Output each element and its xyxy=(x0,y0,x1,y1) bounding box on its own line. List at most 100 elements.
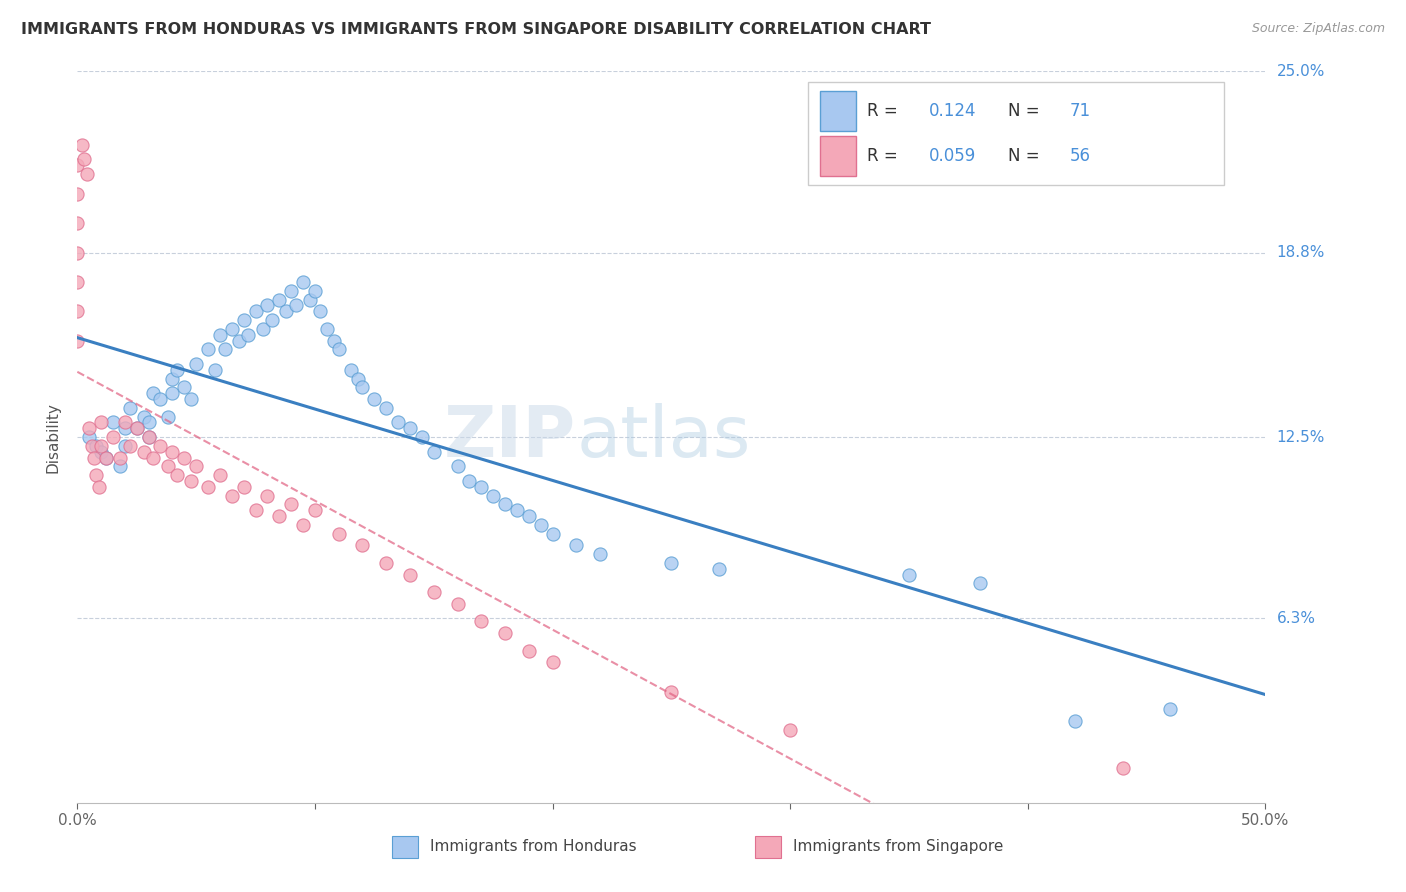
Point xyxy=(304,503,326,517)
Point xyxy=(661,556,683,570)
Point xyxy=(470,615,492,629)
Point xyxy=(299,293,322,307)
Point xyxy=(166,468,188,483)
Point xyxy=(494,497,516,511)
Point xyxy=(232,313,254,327)
Bar xyxy=(392,836,419,858)
Point xyxy=(308,304,330,318)
Text: Immigrants from Honduras: Immigrants from Honduras xyxy=(430,839,637,855)
Point xyxy=(517,509,540,524)
Point xyxy=(399,567,422,582)
Point xyxy=(707,562,730,576)
Point xyxy=(328,526,350,541)
Point xyxy=(114,421,136,435)
Point xyxy=(315,322,337,336)
Point xyxy=(541,656,564,670)
Text: N =: N = xyxy=(1008,102,1045,120)
Point xyxy=(138,416,160,430)
Point xyxy=(138,430,160,444)
Point xyxy=(156,409,179,424)
Point xyxy=(86,439,108,453)
Point xyxy=(245,503,267,517)
Point xyxy=(125,421,148,435)
Point xyxy=(90,416,112,430)
Point xyxy=(232,480,254,494)
Point xyxy=(506,503,529,517)
Point xyxy=(156,459,179,474)
Point xyxy=(245,304,267,318)
Point xyxy=(446,459,468,474)
Point xyxy=(256,489,278,503)
Point xyxy=(166,363,188,377)
Point xyxy=(208,327,231,342)
Point xyxy=(1064,714,1087,728)
Point xyxy=(180,474,202,488)
Point xyxy=(66,275,89,289)
Point xyxy=(375,401,398,415)
Point xyxy=(142,386,165,401)
Bar xyxy=(820,91,855,131)
Point xyxy=(387,416,409,430)
Point xyxy=(276,304,298,318)
Point xyxy=(108,459,131,474)
Text: 6.3%: 6.3% xyxy=(1277,611,1316,626)
Point xyxy=(458,474,481,488)
Point xyxy=(304,284,326,298)
Point xyxy=(256,298,278,312)
Y-axis label: Disability: Disability xyxy=(45,401,60,473)
Point xyxy=(87,480,110,494)
Point xyxy=(186,357,208,371)
Point xyxy=(482,489,505,503)
Point xyxy=(411,430,433,444)
Point xyxy=(517,643,540,657)
Point xyxy=(118,401,141,415)
Point xyxy=(66,217,89,231)
Point xyxy=(66,334,89,348)
Point xyxy=(180,392,202,406)
Point xyxy=(83,450,105,465)
Point xyxy=(162,371,184,385)
Bar xyxy=(808,82,1223,185)
Point xyxy=(221,489,243,503)
Point xyxy=(132,409,155,424)
Point xyxy=(94,450,117,465)
Point xyxy=(142,450,165,465)
Point xyxy=(530,517,553,532)
Point xyxy=(323,334,346,348)
Point xyxy=(66,245,89,260)
Point xyxy=(470,480,492,494)
Text: Source: ZipAtlas.com: Source: ZipAtlas.com xyxy=(1251,22,1385,36)
Point xyxy=(114,416,136,430)
Point xyxy=(339,363,361,377)
Point xyxy=(118,439,141,453)
Point xyxy=(162,386,184,401)
Point xyxy=(898,567,921,582)
Text: N =: N = xyxy=(1008,147,1045,165)
Point xyxy=(73,152,96,166)
Point xyxy=(238,327,260,342)
Point xyxy=(446,597,468,611)
Point xyxy=(197,480,219,494)
Point xyxy=(375,556,398,570)
Point xyxy=(80,439,103,453)
Point xyxy=(101,416,124,430)
Text: 56: 56 xyxy=(1070,147,1091,165)
Point xyxy=(1159,702,1181,716)
Text: 0.124: 0.124 xyxy=(929,102,977,120)
Point xyxy=(108,450,131,465)
Point xyxy=(76,167,98,181)
Point xyxy=(114,439,136,453)
Point xyxy=(1112,761,1135,775)
Bar xyxy=(755,836,780,858)
Bar xyxy=(820,136,855,177)
Point xyxy=(352,538,374,552)
Point xyxy=(66,187,89,202)
Point xyxy=(173,450,195,465)
Point xyxy=(423,444,446,458)
Point xyxy=(149,392,172,406)
Point xyxy=(269,293,291,307)
Text: 0.059: 0.059 xyxy=(929,147,976,165)
Text: IMMIGRANTS FROM HONDURAS VS IMMIGRANTS FROM SINGAPORE DISABILITY CORRELATION CHA: IMMIGRANTS FROM HONDURAS VS IMMIGRANTS F… xyxy=(21,22,931,37)
Point xyxy=(162,444,184,458)
Point xyxy=(77,430,100,444)
